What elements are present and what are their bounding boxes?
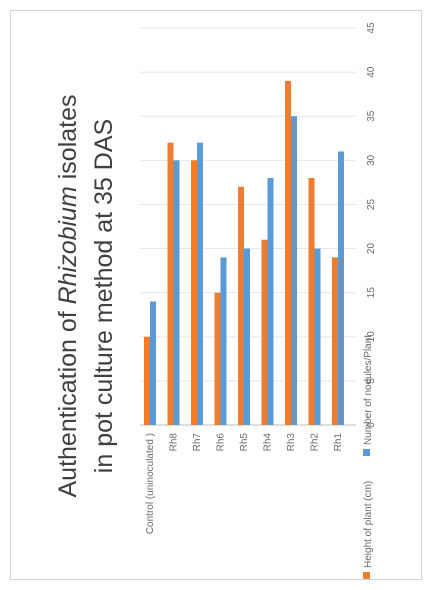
- value-tick-label: 35: [366, 110, 377, 122]
- bar-number-of-nodules: [197, 142, 203, 425]
- bar-height-of-plant: [285, 80, 291, 425]
- category-label: Rh8: [169, 433, 180, 452]
- bar-number-of-nodules: [314, 248, 321, 425]
- legend-label-height: Height of plant (cm): [363, 481, 374, 568]
- category-label: Rh7: [192, 433, 203, 452]
- bar-number-of-nodules: [338, 151, 344, 425]
- bar-height-of-plant: [261, 239, 268, 425]
- bar-height-of-plant: [308, 177, 315, 425]
- category-label: Control (uninoculated ): [145, 433, 156, 534]
- value-tick-label: 0: [366, 422, 377, 428]
- bar-number-of-nodules: [173, 160, 180, 426]
- value-tick-label: 15: [366, 287, 377, 299]
- value-tick-label: 10: [366, 331, 377, 343]
- bar-number-of-nodules: [150, 301, 156, 425]
- legend-swatch-nodules: [363, 449, 370, 456]
- category-label: Rh1: [333, 433, 344, 452]
- chart-title: Authentication of Rhizobium isolates: [54, 94, 82, 497]
- value-tick-label: 30: [366, 154, 377, 166]
- bar-height-of-plant: [144, 336, 150, 425]
- category-label: Rh6: [216, 433, 227, 452]
- legend-swatch-height: [363, 572, 370, 579]
- value-tick-label: 45: [366, 22, 377, 34]
- bar-height-of-plant: [191, 160, 197, 426]
- category-label: Rh3: [286, 433, 297, 452]
- category-label: Rh4: [263, 433, 274, 452]
- category-label: Rh5: [239, 433, 250, 452]
- value-tick-label: 5: [366, 378, 377, 384]
- bar-number-of-nodules: [220, 257, 227, 425]
- bar-height-of-plant: [167, 142, 174, 425]
- value-tick-label: 40: [366, 66, 377, 78]
- value-tick-label: 20: [366, 243, 377, 255]
- bar-height-of-plant: [332, 257, 338, 425]
- chart-subtitle: in pot culture method at 35 DAS: [90, 119, 118, 473]
- value-tick-label: 25: [366, 198, 377, 210]
- bar-number-of-nodules: [244, 248, 250, 425]
- legend-label-nodules: Number of nodules/Plant: [363, 335, 374, 445]
- bar-number-of-nodules: [267, 177, 274, 425]
- bar-height-of-plant: [238, 186, 244, 425]
- category-label: Rh2: [310, 433, 321, 452]
- bar-height-of-plant: [214, 292, 221, 425]
- bar-number-of-nodules: [291, 116, 297, 425]
